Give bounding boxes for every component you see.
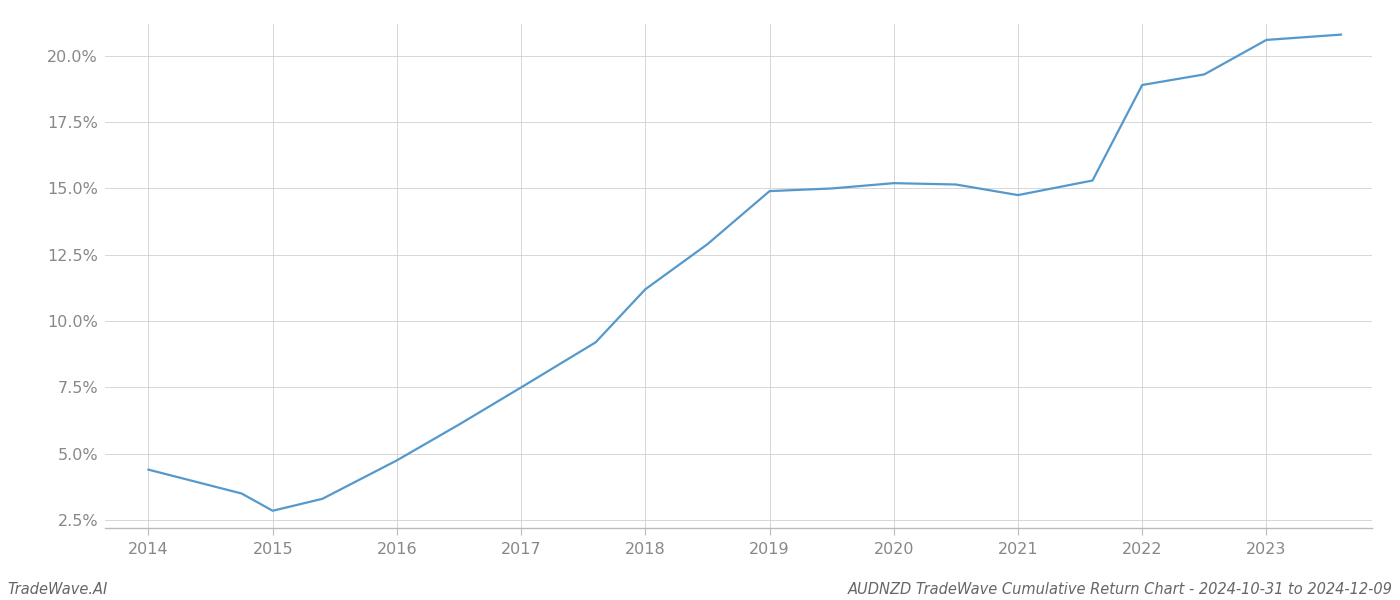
Text: TradeWave.AI: TradeWave.AI [7,582,108,597]
Text: AUDNZD TradeWave Cumulative Return Chart - 2024-10-31 to 2024-12-09: AUDNZD TradeWave Cumulative Return Chart… [848,582,1393,597]
